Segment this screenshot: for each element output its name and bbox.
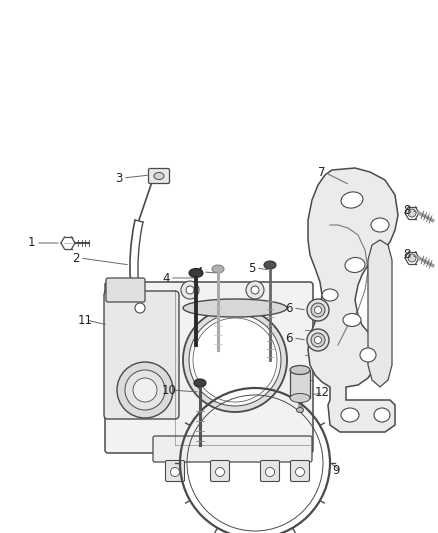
Ellipse shape	[371, 218, 389, 232]
Circle shape	[307, 299, 329, 321]
Ellipse shape	[341, 408, 359, 422]
Text: 11: 11	[78, 313, 93, 327]
Circle shape	[314, 306, 321, 313]
Ellipse shape	[290, 393, 310, 402]
Circle shape	[117, 362, 173, 418]
FancyBboxPatch shape	[106, 278, 145, 302]
Ellipse shape	[264, 261, 276, 269]
FancyBboxPatch shape	[105, 282, 313, 453]
Text: 3: 3	[115, 172, 122, 184]
Circle shape	[296, 467, 304, 477]
Circle shape	[251, 286, 259, 294]
Circle shape	[133, 378, 157, 402]
Ellipse shape	[341, 192, 363, 208]
Bar	[290, 370, 310, 398]
Text: 1: 1	[28, 237, 35, 249]
Circle shape	[125, 370, 165, 410]
Text: 12: 12	[315, 386, 330, 400]
Polygon shape	[308, 168, 398, 432]
Text: 10: 10	[162, 384, 177, 397]
Text: 4: 4	[162, 271, 170, 285]
FancyBboxPatch shape	[153, 436, 312, 462]
Text: 7: 7	[318, 166, 325, 180]
FancyBboxPatch shape	[211, 461, 230, 481]
Polygon shape	[368, 240, 392, 387]
Circle shape	[135, 303, 145, 313]
Circle shape	[193, 318, 277, 402]
Circle shape	[265, 467, 275, 477]
Ellipse shape	[322, 289, 338, 301]
Text: 8: 8	[403, 204, 410, 216]
Ellipse shape	[360, 348, 376, 362]
Circle shape	[181, 281, 199, 299]
Text: 6: 6	[285, 332, 293, 344]
FancyBboxPatch shape	[166, 461, 184, 481]
FancyBboxPatch shape	[261, 461, 279, 481]
FancyBboxPatch shape	[290, 461, 310, 481]
Circle shape	[183, 308, 287, 412]
Text: 8: 8	[403, 248, 410, 262]
Ellipse shape	[194, 379, 206, 387]
Ellipse shape	[343, 313, 361, 327]
Circle shape	[314, 336, 321, 343]
Text: 4: 4	[195, 265, 202, 279]
Text: 6: 6	[285, 302, 293, 314]
Circle shape	[186, 286, 194, 294]
Circle shape	[311, 303, 325, 317]
Ellipse shape	[345, 257, 365, 272]
Ellipse shape	[189, 269, 203, 278]
Ellipse shape	[297, 408, 304, 413]
Ellipse shape	[290, 366, 310, 375]
Text: 9: 9	[332, 464, 339, 477]
Ellipse shape	[154, 173, 164, 180]
Circle shape	[408, 209, 416, 217]
Ellipse shape	[212, 265, 224, 273]
Ellipse shape	[183, 299, 287, 317]
Text: 5: 5	[248, 262, 255, 274]
Circle shape	[170, 467, 180, 477]
FancyBboxPatch shape	[104, 291, 179, 419]
Text: 2: 2	[72, 252, 80, 264]
Circle shape	[307, 329, 329, 351]
Circle shape	[408, 254, 416, 262]
Circle shape	[311, 333, 325, 347]
Circle shape	[246, 281, 264, 299]
Ellipse shape	[374, 408, 390, 422]
Circle shape	[215, 467, 225, 477]
Circle shape	[189, 314, 281, 406]
FancyBboxPatch shape	[127, 297, 153, 319]
FancyBboxPatch shape	[148, 168, 170, 183]
